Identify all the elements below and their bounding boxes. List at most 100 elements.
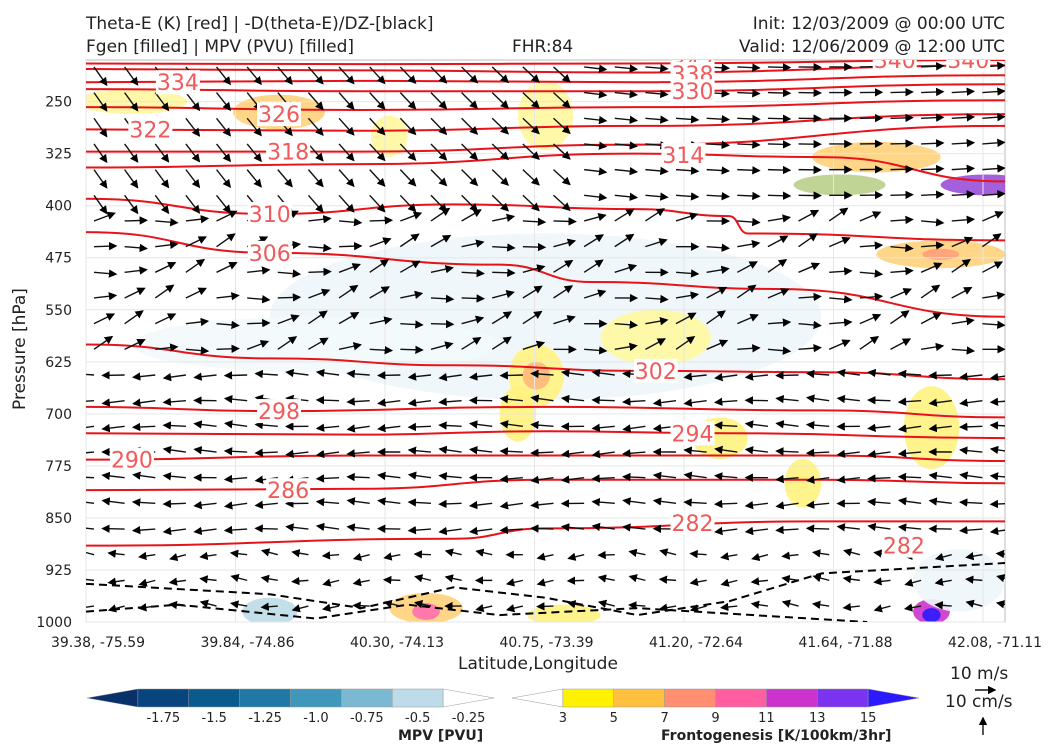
wind-vector bbox=[352, 552, 370, 562]
wind-vector bbox=[584, 90, 608, 99]
wind-vector bbox=[951, 164, 976, 173]
wind-vector bbox=[859, 269, 884, 278]
wind-vector bbox=[798, 292, 822, 302]
wind-vector bbox=[223, 420, 248, 429]
wind-vector bbox=[101, 398, 125, 407]
wind-vector bbox=[254, 420, 278, 430]
wind-vector bbox=[744, 446, 769, 455]
wind-vector bbox=[400, 290, 424, 299]
wind-vector bbox=[675, 335, 696, 350]
mpv-colorbar-tick: -1.5 bbox=[202, 711, 227, 726]
wind-vector bbox=[867, 474, 891, 483]
wind-vector bbox=[1013, 65, 1035, 67]
wind-vector bbox=[622, 523, 646, 532]
theta-e-line bbox=[86, 124, 1005, 153]
wind-vector bbox=[775, 394, 799, 404]
wind-vector bbox=[124, 266, 148, 275]
wind-vector bbox=[951, 215, 976, 224]
wind-vector bbox=[614, 263, 638, 273]
contour-label-bg bbox=[266, 478, 311, 503]
mpv-colorbar-swatch bbox=[239, 688, 291, 708]
wind-vector bbox=[346, 397, 370, 406]
wind-vector bbox=[767, 346, 792, 355]
wind-vector bbox=[522, 340, 546, 350]
wind-vector bbox=[567, 600, 585, 609]
wind-vector bbox=[369, 143, 386, 162]
wind-vector bbox=[291, 576, 309, 586]
wind-vector bbox=[995, 600, 1005, 609]
shading-blob bbox=[812, 141, 941, 173]
wind-vector bbox=[499, 394, 523, 404]
wind-vector bbox=[413, 550, 431, 559]
wind-vector bbox=[965, 575, 983, 584]
wind-vector bbox=[683, 372, 707, 381]
wind-vector bbox=[215, 169, 232, 188]
wind-vector bbox=[897, 497, 922, 506]
wind-vector bbox=[138, 551, 156, 561]
wind-vector bbox=[530, 394, 554, 403]
wind-vector bbox=[829, 295, 853, 304]
wind-vector bbox=[714, 526, 738, 536]
shading-blob bbox=[940, 174, 1005, 196]
x-tick-label: 41.20, -72.64 bbox=[649, 635, 743, 651]
wind-vector bbox=[781, 599, 799, 608]
shading-blob bbox=[784, 458, 822, 508]
wind-vector bbox=[798, 209, 820, 222]
wind-vector bbox=[215, 66, 232, 86]
wind-vector bbox=[836, 475, 860, 484]
theta-e-line bbox=[86, 60, 1005, 66]
wind-vector bbox=[867, 449, 891, 459]
wind-vector bbox=[399, 169, 417, 187]
wind-vector bbox=[400, 345, 424, 354]
wind-vector bbox=[989, 421, 1005, 430]
y-tick-label: 475 bbox=[45, 251, 72, 267]
wind-vector bbox=[995, 549, 1005, 559]
theta-e-line bbox=[86, 405, 1005, 419]
contour-label: 310 bbox=[249, 203, 291, 228]
wind-vector bbox=[154, 169, 170, 189]
wind-vector bbox=[216, 320, 240, 330]
wind-vector bbox=[934, 577, 952, 587]
mpv-colorbar-end-left bbox=[86, 688, 139, 708]
wind-vector bbox=[553, 117, 571, 135]
wind-vector bbox=[583, 234, 604, 248]
wind-vector bbox=[622, 472, 646, 482]
wind-vector bbox=[713, 397, 738, 406]
mpv-colorbar-swatch bbox=[137, 688, 189, 708]
wind-vector bbox=[706, 166, 731, 175]
y-tick-label: 625 bbox=[45, 355, 72, 371]
wind-vector bbox=[522, 66, 540, 83]
wind-vector bbox=[124, 310, 144, 325]
wind-vector bbox=[154, 261, 177, 273]
header-title-line2: Fgen [filled] | MPV (PVU) [filled] bbox=[86, 37, 355, 57]
theta-e-line bbox=[86, 231, 1005, 318]
contour-label-bg bbox=[256, 399, 301, 424]
wind-vector bbox=[230, 600, 248, 609]
wind-vector bbox=[369, 66, 386, 85]
wind-vector bbox=[584, 192, 608, 202]
wind-vector bbox=[622, 424, 646, 433]
dashed-contour bbox=[86, 562, 1005, 617]
wind-vector bbox=[315, 522, 340, 532]
wind-vector bbox=[553, 315, 576, 325]
wind-vector bbox=[867, 522, 891, 532]
wind-vector bbox=[897, 397, 922, 406]
wind-vector bbox=[101, 471, 125, 481]
wind-vector bbox=[216, 233, 236, 248]
contour-label: 330 bbox=[672, 80, 714, 105]
wind-vector bbox=[522, 310, 543, 325]
wind-vector bbox=[499, 501, 523, 510]
wind-vector bbox=[246, 340, 270, 350]
wind-vector bbox=[645, 115, 669, 124]
wind-vector bbox=[124, 243, 148, 253]
wind-vector bbox=[505, 578, 524, 587]
wind-vector bbox=[131, 498, 156, 507]
wind-vector bbox=[338, 263, 361, 273]
wind-vector bbox=[553, 143, 571, 160]
fgen-colorbar-tick: 3 bbox=[559, 711, 567, 726]
wind-vector bbox=[959, 372, 983, 381]
wind-vector bbox=[315, 395, 340, 405]
mpv-colorbar-end-right bbox=[442, 688, 495, 708]
contour-label: 306 bbox=[249, 242, 291, 267]
wind-vector bbox=[185, 236, 207, 248]
